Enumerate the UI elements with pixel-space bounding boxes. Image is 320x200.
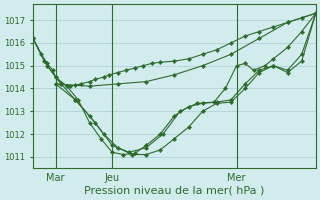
X-axis label: Pression niveau de la mer( hPa ): Pression niveau de la mer( hPa ) <box>84 186 265 196</box>
